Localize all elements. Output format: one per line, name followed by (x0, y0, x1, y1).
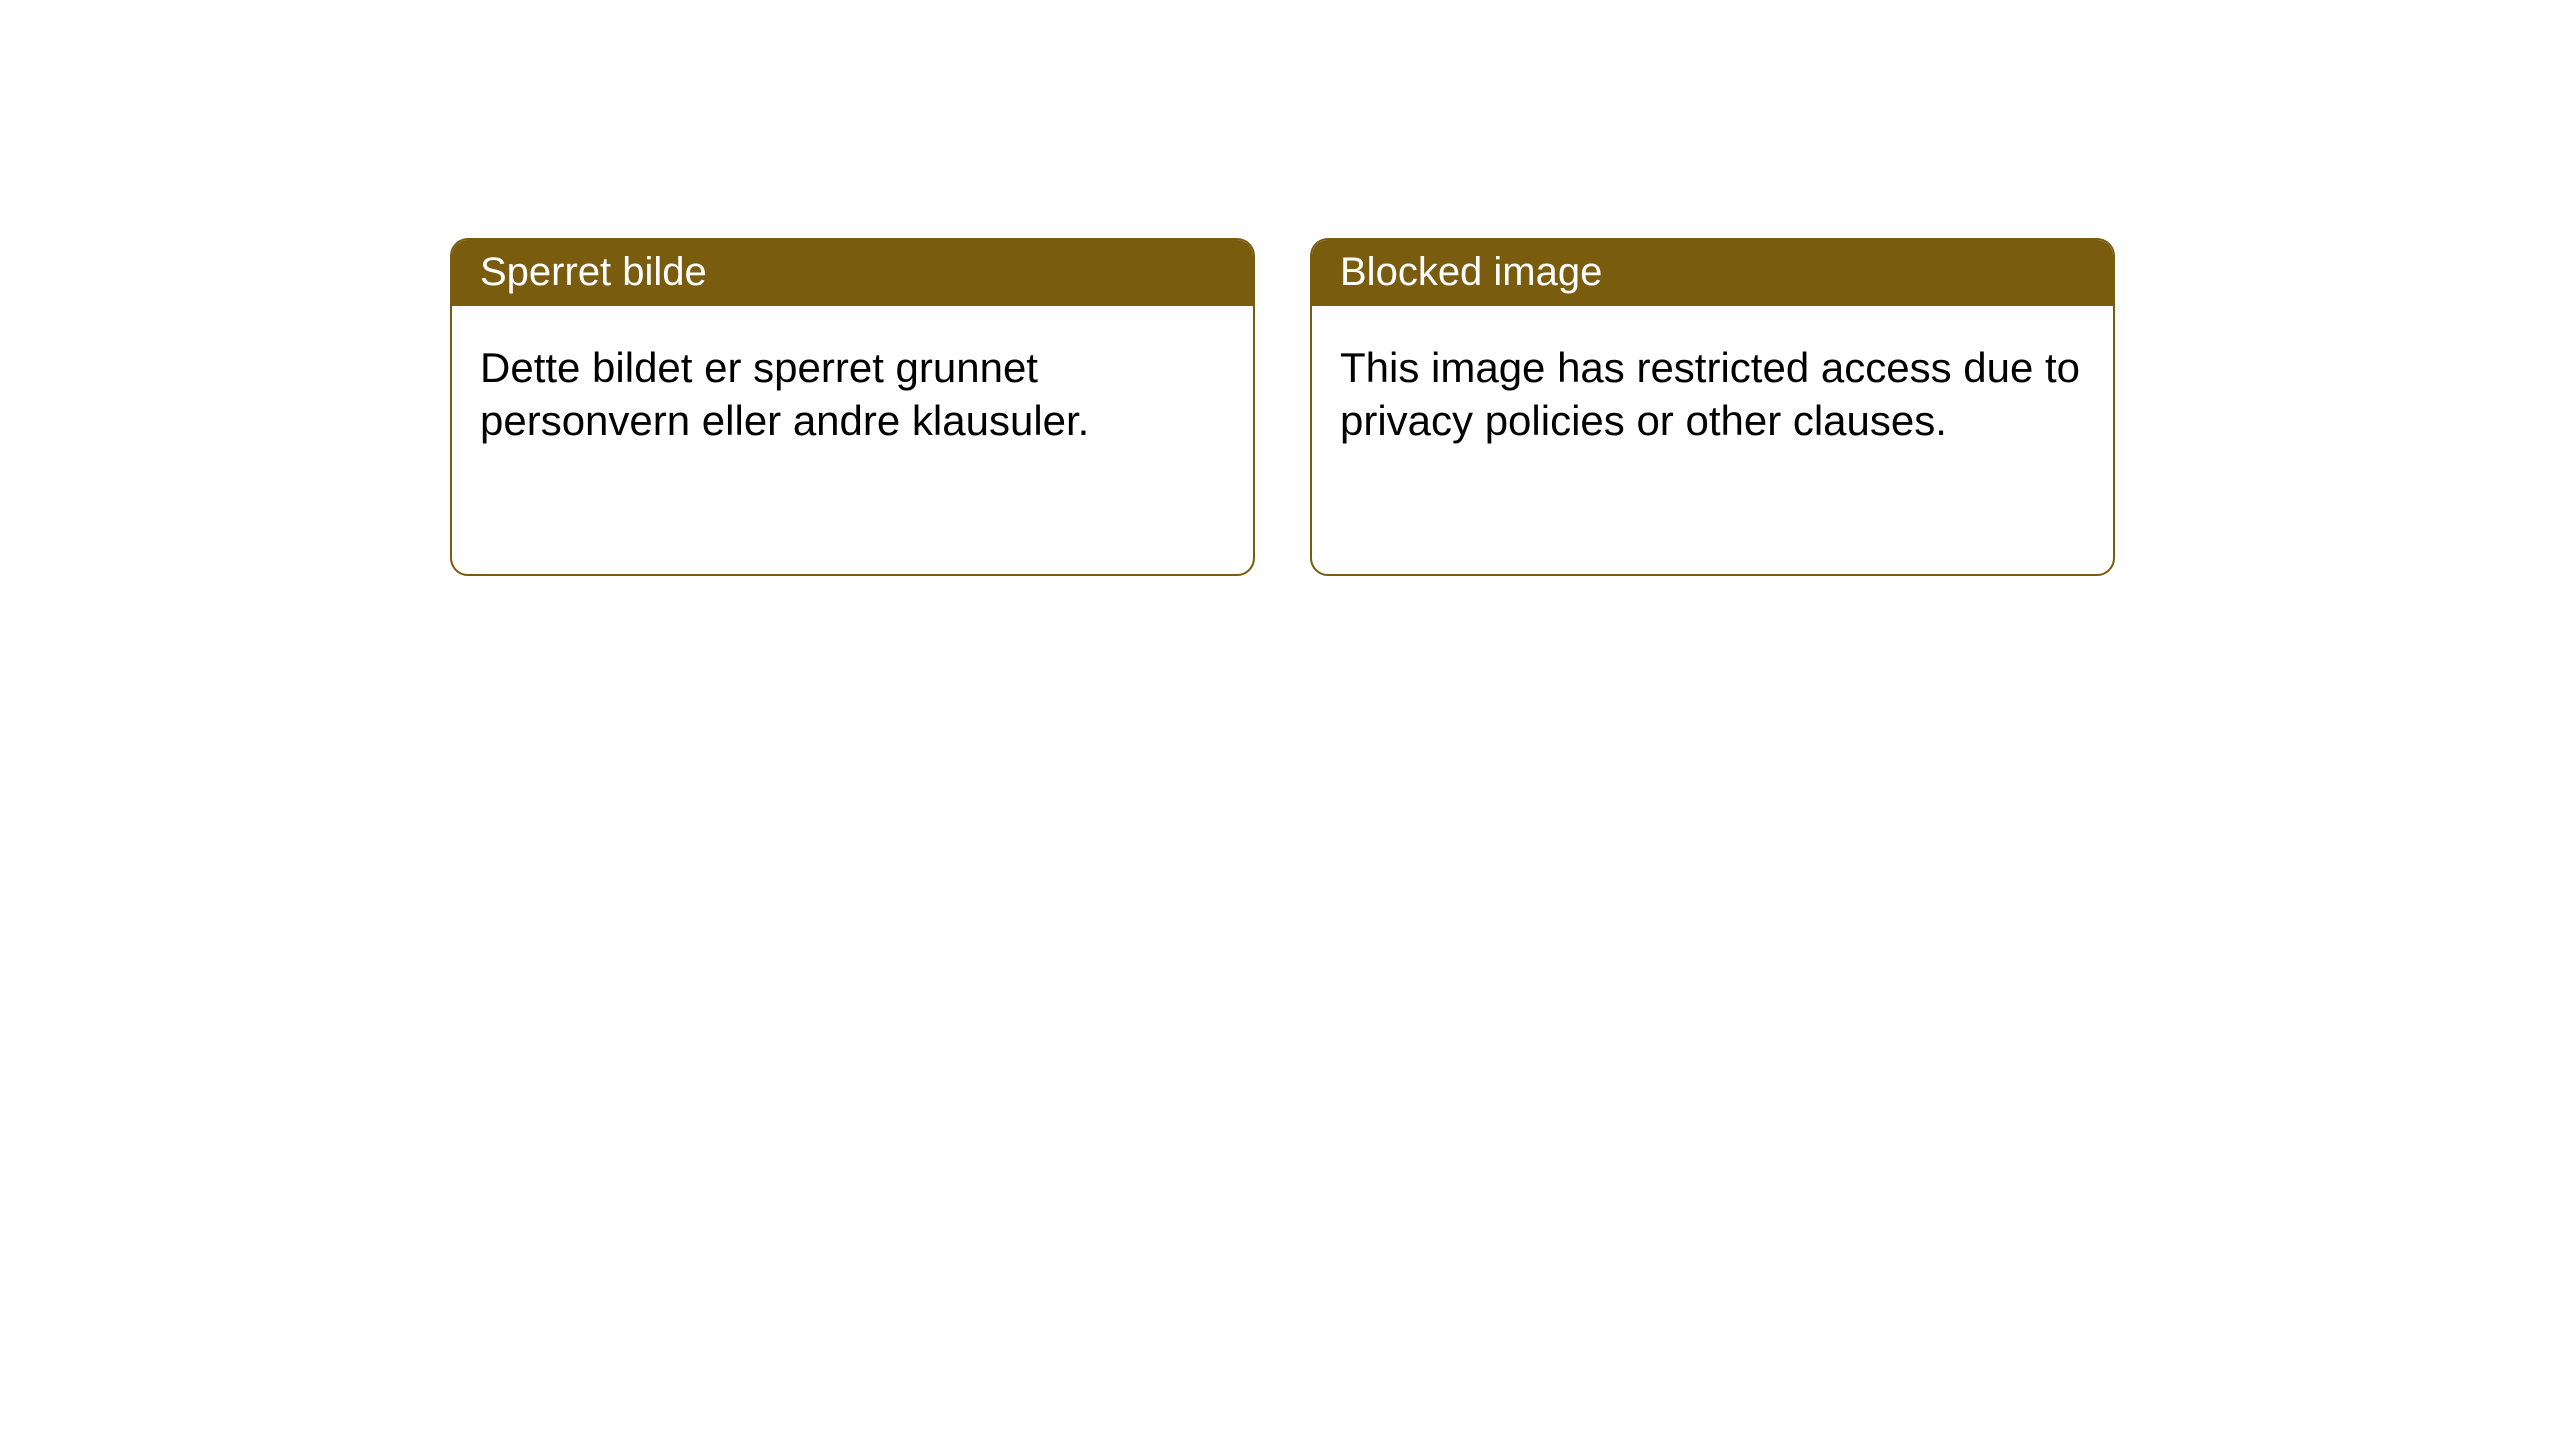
notice-header: Blocked image (1312, 240, 2113, 306)
notice-container: Sperret bilde Dette bildet er sperret gr… (450, 238, 2115, 576)
notice-card-english: Blocked image This image has restricted … (1310, 238, 2115, 576)
notice-card-norwegian: Sperret bilde Dette bildet er sperret gr… (450, 238, 1255, 576)
notice-header: Sperret bilde (452, 240, 1253, 306)
notice-body: This image has restricted access due to … (1312, 306, 2113, 483)
notice-body: Dette bildet er sperret grunnet personve… (452, 306, 1253, 483)
